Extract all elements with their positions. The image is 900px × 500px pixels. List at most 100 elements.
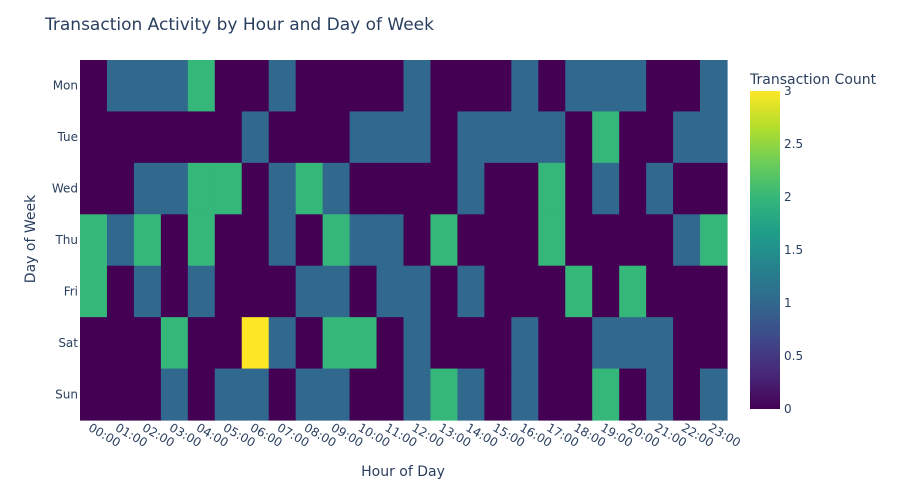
heatmap-cell-sun-0200 bbox=[133, 368, 162, 421]
heatmap-cell-thu-0900 bbox=[322, 214, 351, 267]
heatmap-cell-tue-1600 bbox=[511, 111, 539, 164]
heatmap-cell-mon-2300 bbox=[700, 60, 728, 113]
heatmap-cell-fri-2200 bbox=[673, 265, 701, 318]
heatmap-cell-tue-0500 bbox=[214, 111, 243, 164]
heatmap-cell-fri-0200 bbox=[133, 265, 162, 318]
heatmap-cell-wed-0000 bbox=[80, 162, 108, 215]
heatmap-cell-sat-0700 bbox=[268, 317, 297, 370]
x-tick-labels: 00:0001:0002:0003:0004:0005:0006:0007:00… bbox=[86, 420, 743, 449]
heatmap-cell-thu-1200 bbox=[403, 214, 432, 267]
y-tick-label: Fri bbox=[64, 284, 78, 298]
heatmap-cell-fri-1000 bbox=[349, 265, 378, 318]
heatmap-cell-sat-0100 bbox=[106, 317, 135, 370]
heatmap-cell-mon-0600 bbox=[241, 60, 270, 113]
heatmap-cell-wed-0200 bbox=[133, 162, 162, 215]
heatmap-cell-wed-1100 bbox=[376, 162, 405, 215]
heatmap-cell-thu-0700 bbox=[268, 214, 297, 267]
heatmap-cell-wed-0600 bbox=[241, 162, 270, 215]
heatmap-cell-thu-2300 bbox=[700, 214, 728, 267]
heatmap-cell-mon-0700 bbox=[268, 60, 297, 113]
colorbar-tick-labels: 0 0.5 1 1.5 2 2.5 3 bbox=[784, 84, 803, 416]
heatmap-cell-wed-2100 bbox=[646, 162, 674, 215]
heatmap-cell-fri-0900 bbox=[322, 265, 351, 318]
y-tick-label: Tue bbox=[57, 130, 79, 144]
y-tick-label: Mon bbox=[53, 79, 78, 93]
heatmap-cell-thu-2200 bbox=[673, 214, 701, 267]
heatmap-cell-sun-1900 bbox=[592, 368, 620, 421]
heatmap-cell-tue-1700 bbox=[538, 111, 566, 164]
heatmap-cell-wed-1300 bbox=[430, 162, 459, 215]
heatmap-cell-tue-0600 bbox=[241, 111, 270, 164]
heatmap-cell-sat-0400 bbox=[187, 317, 216, 370]
heatmap-cell-thu-1400 bbox=[457, 214, 485, 267]
heatmap-cell-fri-1600 bbox=[511, 265, 539, 318]
heatmap-cell-fri-2300 bbox=[700, 265, 728, 318]
heatmap-cell-tue-1800 bbox=[565, 111, 593, 164]
heatmap-cell-thu-1100 bbox=[376, 214, 405, 267]
heatmap-cell-wed-0700 bbox=[268, 162, 297, 215]
heatmap-cell-mon-0100 bbox=[106, 60, 135, 113]
heatmap-cell-wed-1700 bbox=[538, 162, 566, 215]
heatmap-cell-wed-1600 bbox=[511, 162, 539, 215]
heatmap-cell-thu-0600 bbox=[241, 214, 270, 267]
heatmap-cell-wed-0300 bbox=[160, 162, 189, 215]
heatmap-cell-mon-1200 bbox=[403, 60, 432, 113]
heatmap-cell-mon-1000 bbox=[349, 60, 378, 113]
heatmap-cell-mon-2000 bbox=[619, 60, 647, 113]
heatmap-cell-sun-1500 bbox=[484, 368, 512, 421]
heatmap-cell-sun-2000 bbox=[619, 368, 647, 421]
heatmap-cell-thu-0200 bbox=[133, 214, 162, 267]
heatmap-cell-mon-2100 bbox=[646, 60, 674, 113]
heatmap-cell-fri-0600 bbox=[241, 265, 270, 318]
heatmap-cell-thu-1700 bbox=[538, 214, 566, 267]
heatmap-cell-fri-2000 bbox=[619, 265, 647, 318]
heatmap-cell-thu-1800 bbox=[565, 214, 593, 267]
heatmap-cell-thu-0100 bbox=[106, 214, 135, 267]
y-tick-label: Thu bbox=[54, 233, 78, 247]
heatmap-cell-sun-1000 bbox=[349, 368, 378, 421]
heatmap-cell-sun-0100 bbox=[106, 368, 135, 421]
heatmap-cell-wed-1800 bbox=[565, 162, 593, 215]
heatmap-cell-mon-0900 bbox=[322, 60, 351, 113]
heatmap-cell-wed-1200 bbox=[403, 162, 432, 215]
heatmap-cell-wed-0500 bbox=[214, 162, 243, 215]
colorbar-tick-label: 3 bbox=[784, 84, 792, 98]
heatmap-cell-thu-1900 bbox=[592, 214, 620, 267]
heatmap-cell-fri-1700 bbox=[538, 265, 566, 318]
heatmap-cell-mon-2200 bbox=[673, 60, 701, 113]
heatmap-cell-wed-0900 bbox=[322, 162, 351, 215]
heatmap-cell-wed-0400 bbox=[187, 162, 216, 215]
heatmap-cell-sun-2100 bbox=[646, 368, 674, 421]
heatmap-cell-tue-0300 bbox=[160, 111, 189, 164]
heatmap-cell-tue-1300 bbox=[430, 111, 459, 164]
heatmap-cell-sun-0700 bbox=[268, 368, 297, 421]
heatmap-cell-sun-0800 bbox=[295, 368, 324, 421]
y-axis-title: Day of Week bbox=[23, 194, 39, 283]
heatmap-cell-mon-0400 bbox=[187, 60, 216, 113]
heatmap-cell-mon-0300 bbox=[160, 60, 189, 113]
heatmap-cell-sun-0300 bbox=[160, 368, 189, 421]
heatmap-cell-tue-0200 bbox=[133, 111, 162, 164]
heatmap-cells bbox=[80, 60, 728, 421]
heatmap-cell-sat-0500 bbox=[214, 317, 243, 370]
heatmap-cell-fri-1200 bbox=[403, 265, 432, 318]
heatmap-cell-sat-1300 bbox=[430, 317, 459, 370]
heatmap-cell-thu-0800 bbox=[295, 214, 324, 267]
heatmap-cell-mon-1400 bbox=[457, 60, 485, 113]
heatmap-cell-tue-1100 bbox=[376, 111, 405, 164]
y-tick-label: Sat bbox=[58, 336, 78, 350]
heatmap-cell-sun-0500 bbox=[214, 368, 243, 421]
heatmap-cell-sat-2000 bbox=[619, 317, 647, 370]
heatmap-cell-fri-1300 bbox=[430, 265, 459, 318]
y-tick-label: Sun bbox=[55, 387, 78, 401]
heatmap-cell-tue-1000 bbox=[349, 111, 378, 164]
x-axis-title: Hour of Day bbox=[361, 464, 445, 480]
heatmap-cell-fri-0400 bbox=[187, 265, 216, 318]
heatmap-cell-wed-2300 bbox=[700, 162, 728, 215]
heatmap-cell-mon-1900 bbox=[592, 60, 620, 113]
heatmap-cell-sun-1100 bbox=[376, 368, 405, 421]
heatmap-cell-fri-1500 bbox=[484, 265, 512, 318]
heatmap-cell-sat-0200 bbox=[133, 317, 162, 370]
chart-title: Transaction Activity by Hour and Day of … bbox=[44, 15, 434, 35]
heatmap-cell-sun-1800 bbox=[565, 368, 593, 421]
